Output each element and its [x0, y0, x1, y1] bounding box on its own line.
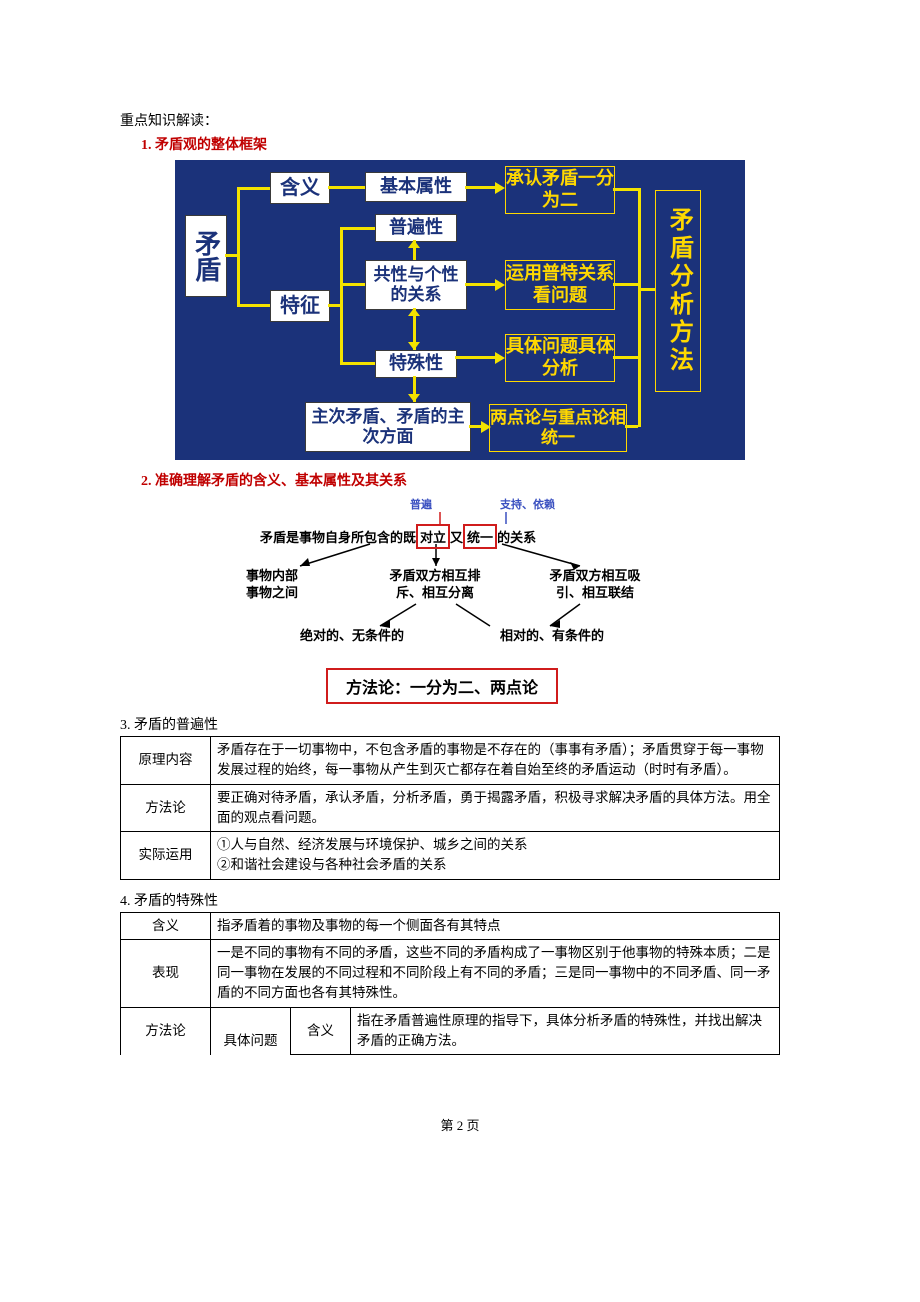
d1-line: [340, 362, 375, 365]
table-row: 原理内容 矛盾存在于一切事物中，不包含矛盾的事物是不存在的（事事有矛盾）；矛盾贯…: [121, 737, 780, 785]
d2-item1: 事物内部 事物之间: [246, 568, 346, 602]
d1-line: [340, 227, 375, 230]
d1-arrow: [408, 308, 420, 316]
d2-line-mid: 又: [450, 530, 463, 545]
d1-line: [469, 425, 481, 428]
d1-line: [613, 188, 638, 191]
d2-i3b: 引、相互联结: [556, 585, 634, 600]
t4-r3-label: 方法论: [121, 1007, 211, 1055]
heading-3: 3. 矛盾的普遍性: [120, 714, 800, 734]
table-row: 含义 指矛盾着的事物及事物的每一个侧面各有其特点: [121, 912, 780, 939]
d2-top-right-label: 支持、依赖: [500, 496, 555, 512]
d2-center-line: 矛盾是事物自身所包含的既对立又统一的关系: [260, 524, 536, 549]
t4-r2-label: 表现: [121, 939, 211, 1007]
t4-r1-content: 指矛盾着的事物及事物的每一个侧面各有其特点: [211, 912, 780, 939]
d1-root: 矛盾: [185, 215, 227, 297]
t4-r3-sub2: 含义: [291, 1007, 351, 1055]
t3-r1-content: 矛盾存在于一切事物中，不包含矛盾的事物是不存在的（事事有矛盾）；矛盾贯穿于每一事…: [211, 737, 780, 785]
d1-line: [638, 288, 655, 291]
t4-r1-label: 含义: [121, 912, 211, 939]
t4-r3-sub1: 具体问题: [211, 1007, 291, 1055]
d1-b2-3: 主次矛盾、矛盾的主次方面: [305, 402, 471, 452]
d2-item2: 矛盾双方相互排 斥、相互分离: [370, 568, 500, 602]
heading-1: 1. 矛盾观的整体框架: [141, 134, 800, 154]
d2-top-left-label: 普遍: [410, 496, 432, 512]
d1-line: [613, 356, 638, 359]
t3-r3-label: 实际运用: [121, 832, 211, 880]
d1-arrow: [481, 421, 491, 433]
d1-line: [340, 227, 343, 365]
d1-y4: 两点论与重点论相统一: [489, 404, 627, 452]
d1-line: [465, 186, 495, 189]
d2-item5: 相对的、有条件的: [500, 628, 604, 645]
table-row: 方法论 具体问题 含义 指在矛盾普遍性原理的指导下，具体分析矛盾的特殊性，并找出…: [121, 1007, 780, 1055]
heading-4: 4. 矛盾的特殊性: [120, 890, 800, 910]
table-4: 含义 指矛盾着的事物及事物的每一个侧面各有其特点 表现 一是不同的事物有不同的矛…: [120, 912, 780, 1056]
d2-method-box: 方法论：一分为二、两点论: [326, 668, 558, 704]
d1-branch2: 特征: [270, 290, 330, 322]
page-footer: 第 2 页: [120, 1115, 800, 1134]
d1-line: [237, 187, 240, 304]
d1-line: [237, 187, 270, 190]
d1-arrow: [495, 352, 505, 364]
d1-line: [340, 283, 365, 286]
d1-line: [328, 304, 340, 307]
d2-i2a: 矛盾双方相互排: [389, 568, 480, 583]
d1-arrow: [408, 342, 420, 350]
intro-line: 重点知识解读：: [120, 110, 800, 130]
d1-arrow: [408, 394, 420, 402]
t3-r2-content: 要正确对待矛盾，承认矛盾，分析矛盾，勇于揭露矛盾，积极寻求解决矛盾的具体方法。用…: [211, 784, 780, 832]
t3-r1-label: 原理内容: [121, 737, 211, 785]
d2-item4: 绝对的、无条件的: [300, 628, 404, 645]
table-3: 原理内容 矛盾存在于一切事物中，不包含矛盾的事物是不存在的（事事有矛盾）；矛盾贯…: [120, 736, 780, 880]
d1-line: [237, 304, 270, 307]
d1-rightcol: 矛盾分析方法: [655, 190, 701, 392]
d2-red1: 对立: [416, 524, 450, 549]
diagram-2: 普遍 支持、依赖 矛盾是事物自身所包含的既对立又统一的关系 事物内部 事物之间 …: [240, 496, 680, 706]
d1-b2-1: 共性与个性的关系: [365, 260, 467, 310]
d1-arrow: [408, 240, 420, 248]
d2-line-prefix: 矛盾是事物自身所包含的既: [260, 530, 416, 545]
d1-line: [328, 186, 365, 189]
d1-line: [225, 254, 237, 257]
d1-line: [455, 356, 495, 359]
table-row: 实际运用 ①人与自然、经济发展与环境保护、城乡之间的关系 ②和谐社会建设与各种社…: [121, 832, 780, 880]
d1-arrow: [495, 279, 505, 291]
d1-y3: 具体问题具体分析: [505, 334, 615, 382]
t3-r2-label: 方法论: [121, 784, 211, 832]
heading-2: 2. 准确理解矛盾的含义、基本属性及其关系: [141, 470, 800, 490]
table-row: 方法论 要正确对待矛盾，承认矛盾，分析矛盾，勇于揭露矛盾，积极寻求解决矛盾的具体…: [121, 784, 780, 832]
d2-line-suffix: 的关系: [497, 530, 536, 545]
table-row: 表现 一是不同的事物有不同的矛盾，这些不同的矛盾构成了一事物区别于他事物的特殊本…: [121, 939, 780, 1007]
diagram-1: 矛盾 含义 特征 基本属性 普遍性 共性与个性的关系 特殊性 主次矛盾、矛盾的主…: [175, 160, 745, 460]
d2-i1a: 事物内部: [246, 568, 298, 583]
d1-line: [465, 283, 495, 286]
d2-red2: 统一: [463, 524, 497, 549]
d1-b1-1: 基本属性: [365, 172, 467, 202]
d1-line: [625, 425, 638, 428]
d1-arrow: [495, 182, 505, 194]
d2-i3a: 矛盾双方相互吸: [549, 568, 640, 583]
t3-r3-content: ①人与自然、经济发展与环境保护、城乡之间的关系 ②和谐社会建设与各种社会矛盾的关…: [211, 832, 780, 880]
d2-item3: 矛盾双方相互吸 引、相互联结: [530, 568, 660, 602]
d1-b1-2: 普遍性: [375, 214, 457, 242]
t4-r2-content: 一是不同的事物有不同的矛盾，这些不同的矛盾构成了一事物区别于他事物的特殊本质；二…: [211, 939, 780, 1007]
d1-branch1: 含义: [270, 172, 330, 204]
d1-y1: 承认矛盾一分为二: [505, 166, 615, 214]
d2-i2b: 斥、相互分离: [396, 585, 474, 600]
d1-y2: 运用普特关系看问题: [505, 260, 615, 310]
d1-line: [613, 283, 638, 286]
d1-line: [638, 188, 641, 427]
d1-b2-2: 特殊性: [375, 350, 457, 378]
d2-i1b: 事物之间: [246, 585, 298, 600]
t4-r3-content: 指在矛盾普遍性原理的指导下，具体分析矛盾的特殊性，并找出解决矛盾的正确方法。: [351, 1007, 780, 1055]
